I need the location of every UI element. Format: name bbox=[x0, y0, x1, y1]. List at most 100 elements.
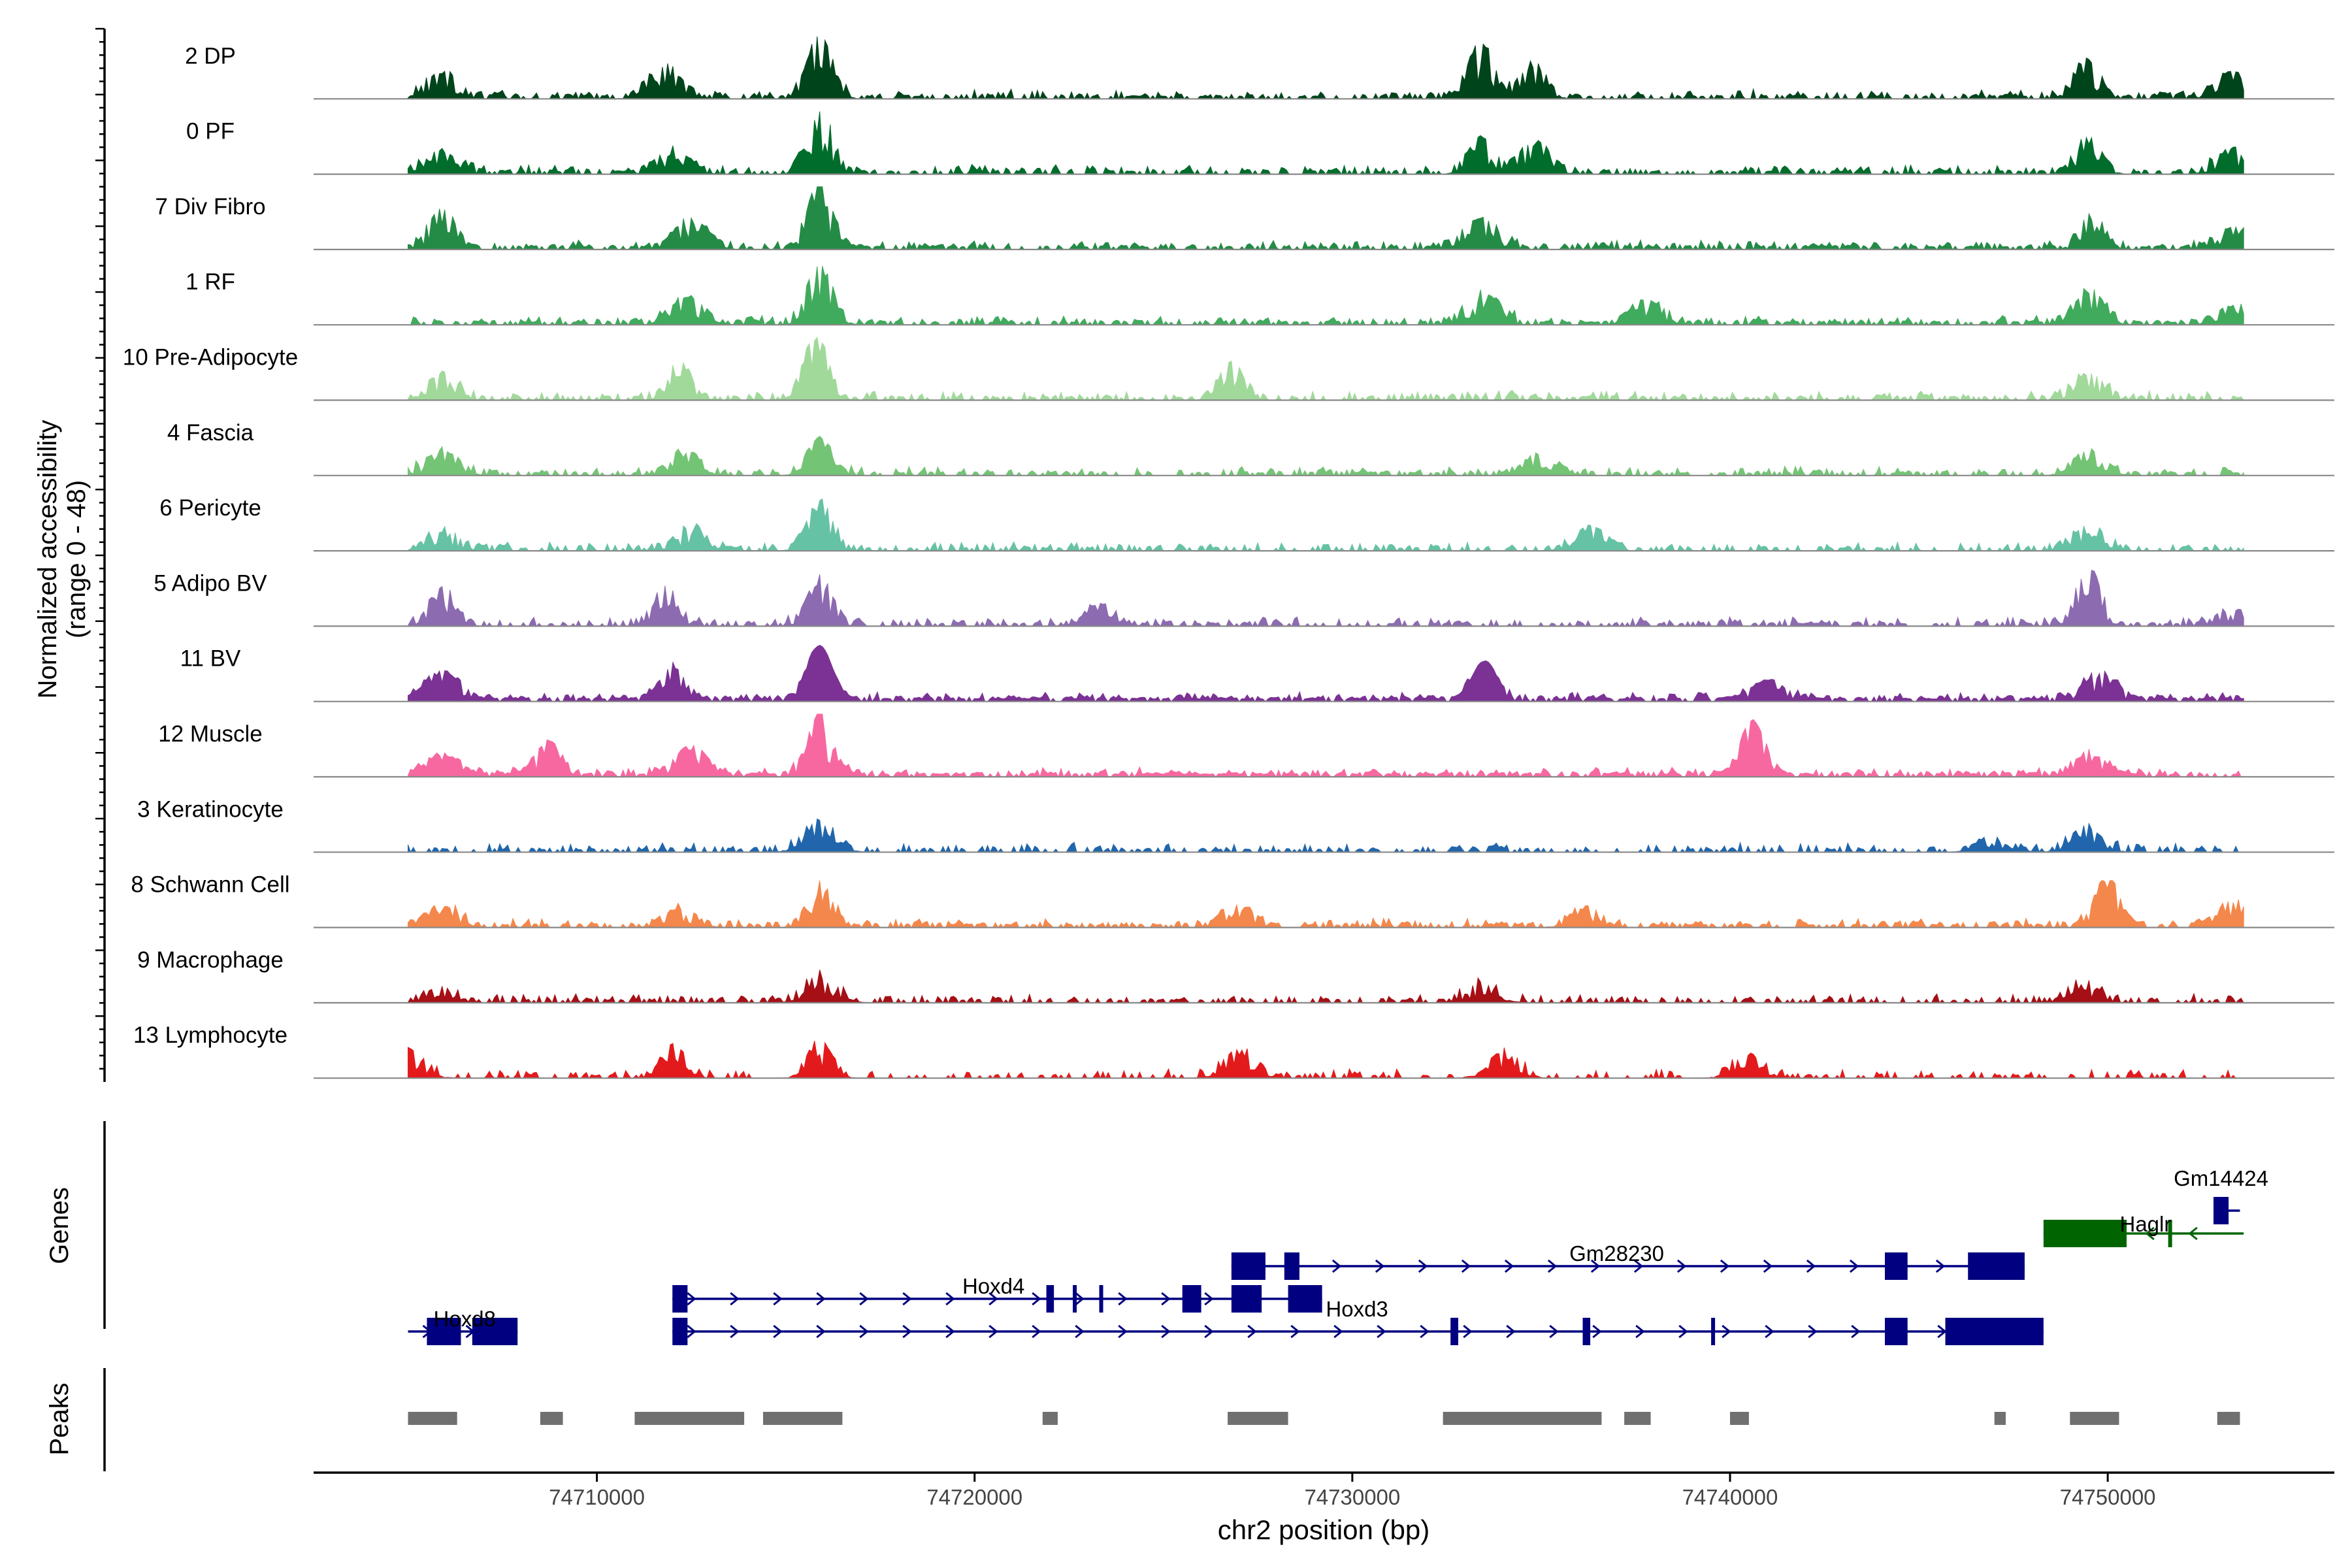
exon bbox=[1711, 1318, 1716, 1345]
x-tick-label: 74740000 bbox=[1682, 1485, 1778, 1509]
coverage-y-axis bbox=[95, 27, 106, 1082]
track-label: 10 Pre-Adipocyte bbox=[123, 345, 298, 370]
exon bbox=[472, 1318, 518, 1345]
track-signal bbox=[408, 111, 2244, 176]
track-signal bbox=[408, 879, 2244, 928]
exon bbox=[1968, 1252, 2025, 1280]
strand-chevron bbox=[1420, 1324, 1429, 1339]
strand-chevron bbox=[1504, 1259, 1514, 1273]
x-axis-label: chr2 position (bp) bbox=[1218, 1514, 1430, 1545]
track-13: 9 Macrophage bbox=[137, 947, 2334, 1004]
strand-chevron bbox=[773, 1324, 783, 1339]
track-9: 11 BV bbox=[180, 645, 2334, 702]
peak-region bbox=[2217, 1412, 2240, 1425]
strand-chevron bbox=[1333, 1324, 1343, 1339]
gene-label: Gm14424 bbox=[2174, 1166, 2268, 1190]
exon bbox=[1284, 1252, 1299, 1280]
x-ticks: 74710000 74720000 74730000 74740000 74750000 bbox=[549, 1473, 2156, 1509]
peak-region bbox=[2070, 1412, 2119, 1425]
track-label: 3 Keratinocyte bbox=[137, 796, 284, 822]
track-5: 10 Pre-Adipocyte bbox=[123, 336, 2334, 402]
strand-chevron bbox=[1506, 1324, 1516, 1339]
strand-chevron bbox=[1375, 1259, 1385, 1273]
strand-chevron bbox=[1247, 1324, 1257, 1339]
peak-region bbox=[1994, 1412, 2006, 1425]
peaks-panel: Peaks bbox=[45, 1368, 2240, 1471]
track-signal bbox=[408, 1040, 2244, 1079]
strand-chevron bbox=[1032, 1292, 1041, 1306]
strand-chevron bbox=[1676, 1259, 1687, 1273]
track-3: 7 Div Fibro bbox=[155, 186, 2334, 251]
strand-chevron bbox=[1461, 1259, 1471, 1273]
exon bbox=[1231, 1285, 1262, 1313]
exon bbox=[2043, 1220, 2127, 1247]
track-14: 13 Lymphocyte bbox=[133, 1022, 2334, 1079]
strand-chevron bbox=[1161, 1324, 1171, 1339]
strand-chevron bbox=[1590, 1259, 1601, 1273]
exon bbox=[1450, 1318, 1455, 1345]
x-tick-label: 74750000 bbox=[2060, 1485, 2156, 1509]
strand-chevron bbox=[1549, 1324, 1559, 1339]
exon bbox=[1099, 1285, 1103, 1313]
strand-chevron bbox=[730, 1292, 740, 1306]
strand-chevron bbox=[1032, 1324, 1041, 1339]
strand-chevron bbox=[1463, 1324, 1473, 1339]
peak-region bbox=[1042, 1412, 1058, 1425]
strand-chevron bbox=[1118, 1292, 1128, 1306]
exon bbox=[2213, 1197, 2229, 1224]
strand-chevron bbox=[1765, 1324, 1774, 1339]
strand-chevron bbox=[859, 1292, 869, 1306]
peak-region bbox=[1443, 1412, 1602, 1425]
strand-chevron bbox=[816, 1324, 826, 1339]
strand-chevron bbox=[1763, 1259, 1773, 1273]
strand-chevron bbox=[1075, 1292, 1085, 1306]
exon bbox=[1182, 1285, 1201, 1313]
peak-region bbox=[1228, 1412, 1288, 1425]
strand-chevron bbox=[902, 1292, 912, 1306]
gene-label: Gm28230 bbox=[1569, 1241, 1664, 1266]
strand-chevron bbox=[816, 1292, 826, 1306]
track-label: 5 Adipo BV bbox=[154, 570, 267, 596]
coverage-tracks: 2 DP 0 PF 7 Div Fibro 1 RF 10 Pre-Adipocyte 4… bbox=[123, 36, 2334, 1079]
strand-chevron bbox=[988, 1292, 998, 1306]
track-label: 12 Muscle bbox=[158, 721, 263, 747]
gene-gm14424: Gm14424 bbox=[2174, 1166, 2268, 1224]
track-label: 13 Lymphocyte bbox=[133, 1022, 287, 1048]
exon bbox=[1582, 1318, 1591, 1345]
track-12: 8 Schwann Cell bbox=[131, 872, 2334, 928]
strand-chevron bbox=[1547, 1259, 1558, 1273]
peak-region bbox=[408, 1412, 457, 1425]
strand-chevron bbox=[687, 1324, 696, 1339]
track-11: 3 Keratinocyte bbox=[137, 796, 2334, 853]
exon bbox=[1231, 1252, 1266, 1280]
strand-chevron bbox=[1633, 1259, 1644, 1273]
strand-chevron bbox=[730, 1324, 740, 1339]
strand-chevron bbox=[945, 1292, 955, 1306]
track-signal bbox=[408, 645, 2244, 702]
track-10: 12 Muscle bbox=[158, 713, 2334, 778]
track-6: 4 Fascia bbox=[167, 420, 2334, 477]
track-signal bbox=[408, 36, 2244, 100]
strand-chevron bbox=[1635, 1324, 1645, 1339]
strand-chevron bbox=[2145, 1226, 2155, 1241]
coverage-y-ticks bbox=[95, 27, 105, 1070]
gene-hoxd4: Hoxd4 bbox=[672, 1274, 1322, 1313]
strand-chevron bbox=[1851, 1324, 1861, 1339]
x-tick-label: 74730000 bbox=[1304, 1485, 1400, 1509]
exon bbox=[1454, 1318, 1458, 1345]
track-7: 6 Pericyte bbox=[159, 495, 2334, 552]
track-label: 8 Schwann Cell bbox=[131, 872, 289, 898]
track-signal bbox=[408, 336, 2245, 402]
track-label: 6 Pericyte bbox=[159, 495, 261, 521]
strand-chevron bbox=[945, 1324, 955, 1339]
strand-chevron bbox=[1377, 1324, 1386, 1339]
gene-haglr: Haglr bbox=[2043, 1212, 2244, 1247]
gene-label: Haglr bbox=[2120, 1212, 2172, 1236]
exon bbox=[427, 1318, 461, 1345]
x-tick-label: 74710000 bbox=[549, 1485, 645, 1509]
exon bbox=[1885, 1318, 1908, 1345]
strand-chevron bbox=[859, 1324, 869, 1339]
